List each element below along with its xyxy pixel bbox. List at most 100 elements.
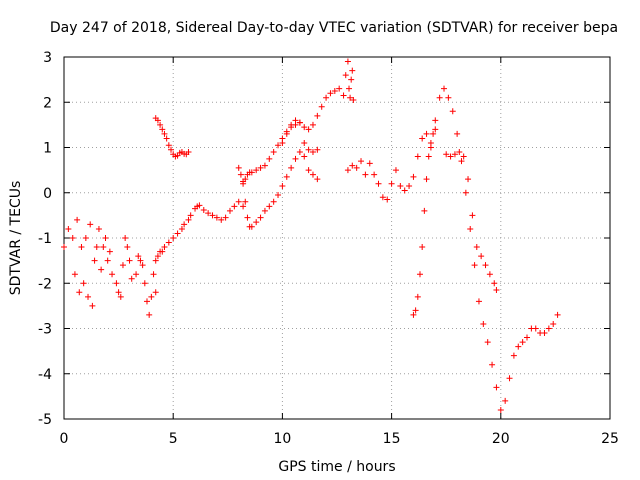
x-tick-label: 20 — [492, 431, 510, 447]
data-point — [419, 135, 426, 142]
data-point — [292, 117, 299, 124]
data-point — [414, 293, 421, 300]
data-point — [451, 151, 458, 158]
data-point — [288, 164, 295, 171]
data-point — [384, 196, 391, 203]
data-point — [349, 162, 356, 169]
data-point — [314, 146, 321, 153]
data-point — [436, 94, 443, 101]
data-point — [126, 257, 133, 264]
data-point — [117, 293, 124, 300]
data-point — [379, 194, 386, 201]
data-point — [244, 214, 251, 221]
data-point — [165, 239, 172, 246]
data-point — [257, 214, 264, 221]
data-point — [137, 257, 144, 264]
x-tick-label: 5 — [169, 431, 178, 447]
data-point — [432, 126, 439, 133]
data-point — [541, 330, 548, 337]
data-point — [242, 176, 249, 183]
data-point — [185, 216, 192, 223]
data-point — [478, 253, 485, 260]
data-point — [74, 216, 81, 223]
data-point — [106, 248, 113, 255]
data-point — [419, 244, 426, 251]
data-point — [157, 121, 164, 128]
data-point — [152, 257, 159, 264]
data-point — [458, 158, 465, 165]
data-point — [414, 153, 421, 160]
data-point — [471, 262, 478, 269]
data-point — [174, 230, 181, 237]
data-point — [161, 244, 168, 251]
data-point — [89, 302, 96, 309]
data-point — [469, 212, 476, 219]
data-point — [480, 320, 487, 327]
data-point — [152, 289, 159, 296]
data-point — [344, 58, 351, 65]
data-point — [423, 130, 430, 137]
series-arc-i — [410, 126, 439, 318]
data-point — [421, 207, 428, 214]
data-point — [309, 121, 316, 128]
data-point — [91, 257, 98, 264]
data-point — [423, 176, 430, 183]
data-point — [135, 253, 142, 260]
data-point — [178, 225, 185, 232]
data-point — [486, 271, 493, 278]
data-point — [93, 244, 100, 251]
data-point — [410, 311, 417, 318]
data-point — [375, 180, 382, 187]
data-point — [465, 176, 472, 183]
data-marks — [61, 58, 561, 413]
data-point — [61, 244, 67, 251]
data-point — [87, 221, 94, 228]
data-point — [327, 90, 334, 97]
data-point — [242, 198, 249, 205]
data-point — [122, 235, 129, 241]
data-point — [159, 126, 166, 133]
data-point — [261, 162, 268, 169]
data-point — [447, 153, 454, 160]
data-point — [397, 182, 404, 189]
data-point — [454, 130, 461, 137]
data-point — [346, 85, 353, 92]
data-point — [309, 149, 316, 156]
data-point — [350, 96, 357, 103]
data-point — [163, 135, 170, 142]
data-point — [348, 76, 355, 83]
data-point — [185, 149, 192, 156]
data-point — [353, 164, 360, 171]
data-point — [388, 180, 395, 187]
data-point — [441, 85, 448, 92]
x-tick-label: 10 — [273, 431, 291, 447]
data-point — [554, 311, 561, 318]
data-point — [392, 167, 399, 174]
data-point — [168, 146, 175, 153]
data-point — [519, 339, 526, 346]
data-point — [406, 182, 413, 189]
series-arc-j — [443, 149, 500, 294]
data-point — [493, 287, 500, 294]
data-point — [301, 124, 308, 131]
data-point — [510, 352, 517, 359]
data-point — [231, 203, 238, 210]
data-point — [550, 320, 557, 327]
data-point — [430, 130, 437, 137]
data-point — [102, 235, 109, 241]
series-arc-a — [61, 216, 159, 318]
data-point — [240, 180, 247, 187]
data-point — [482, 262, 489, 269]
data-point — [253, 167, 260, 174]
y-tick-label: 2 — [43, 95, 52, 111]
data-point — [296, 119, 303, 126]
data-point — [283, 173, 290, 180]
tick-labels: 0 5 10 15 20 25 -5 -4 -3 -2 -1 0 1 2 3 — [38, 50, 619, 447]
series-arc-e — [240, 149, 321, 230]
data-point — [248, 223, 255, 230]
data-point — [69, 235, 76, 241]
data-point — [460, 153, 467, 160]
data-point — [146, 311, 153, 318]
data-point — [170, 235, 177, 241]
